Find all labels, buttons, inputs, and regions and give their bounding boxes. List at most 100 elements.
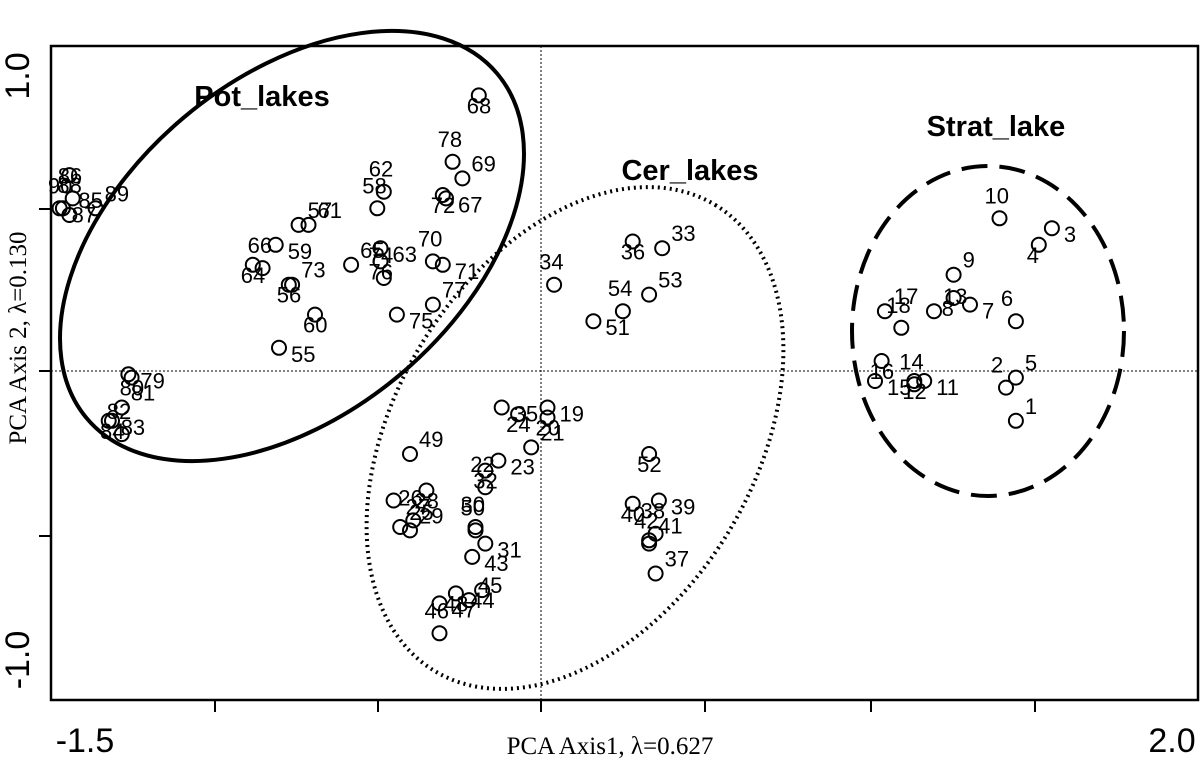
point-label-76: 76	[369, 259, 393, 284]
sample-point-66	[254, 260, 271, 277]
sample-point-89	[87, 200, 104, 217]
point-label-35: 35	[514, 402, 538, 427]
sample-point-8	[945, 290, 962, 306]
point-label-7: 7	[982, 299, 994, 324]
x-axis-title: PCA Axis1, λ=0.627	[507, 733, 714, 760]
sample-point-27	[385, 492, 402, 509]
sample-point-72	[434, 187, 451, 203]
sample-point-6	[1007, 313, 1024, 330]
point-label-11: 11	[936, 375, 959, 400]
sample-point-68	[470, 87, 487, 104]
sample-point-51	[585, 313, 602, 330]
sample-point-32	[477, 462, 494, 479]
x-tick-label-min: -1.5	[56, 722, 115, 760]
point-label-49: 49	[419, 427, 443, 452]
group-label-cer-lakes: Cer_lakes	[621, 155, 758, 187]
point-label-63: 63	[393, 242, 417, 267]
sample-point-60	[307, 306, 323, 323]
point-label-9: 9	[963, 248, 975, 273]
point-label-2: 2	[991, 353, 1003, 378]
sample-point-46	[431, 625, 448, 642]
sample-point-19	[539, 399, 556, 416]
point-label-77: 77	[442, 278, 466, 303]
sample-point-53	[641, 286, 658, 303]
point-label-80: 80	[120, 376, 144, 401]
point-label-65: 65	[360, 238, 384, 263]
point-label-55: 55	[291, 342, 315, 367]
point-label-51: 51	[605, 315, 629, 340]
sample-point-47	[431, 595, 448, 612]
group-outline-pot-lakes	[58, 28, 526, 464]
sample-point-88	[61, 167, 78, 184]
point-label-27: 27	[406, 495, 430, 520]
point-label-69: 69	[471, 151, 495, 176]
sample-point-50	[467, 522, 484, 539]
x-tick-label-max: 2.0	[1148, 722, 1195, 760]
point-label-39: 39	[671, 495, 695, 520]
point-label-44: 44	[470, 588, 494, 613]
sample-point-40	[624, 495, 641, 512]
sample-point-3	[1043, 220, 1060, 237]
sample-point-20	[539, 409, 556, 426]
point-label-61: 61	[318, 198, 342, 223]
sample-point-30	[467, 519, 484, 535]
sample-point-70	[424, 253, 441, 270]
point-label-73: 73	[301, 258, 325, 283]
point-label-54: 54	[608, 276, 632, 301]
group-label-pot-lakes: Pot_lakes	[194, 81, 329, 113]
sample-point-58	[369, 200, 386, 217]
sample-point-16	[873, 353, 890, 369]
point-label-60: 60	[303, 313, 327, 338]
sample-point-35	[493, 399, 510, 416]
point-label-71: 71	[455, 259, 479, 284]
point-label-34: 34	[539, 250, 563, 275]
sample-point-42	[641, 535, 658, 552]
sample-point-86	[64, 190, 81, 207]
point-label-19: 19	[560, 402, 584, 427]
sample-point-34	[546, 276, 563, 293]
sample-point-79	[120, 366, 137, 383]
point-label-4: 4	[1027, 243, 1039, 268]
sample-point-87	[51, 200, 68, 217]
sample-point-22	[477, 479, 494, 496]
sample-point-82	[113, 426, 130, 443]
point-label-90: 90	[48, 173, 72, 198]
sample-point-17	[876, 303, 893, 320]
point-label-23: 23	[510, 455, 534, 480]
point-label-83: 83	[121, 415, 145, 440]
sample-point-11	[916, 373, 933, 389]
sample-point-49	[402, 446, 418, 462]
sample-point-76	[372, 253, 389, 270]
sample-point-59	[267, 236, 284, 253]
sample-point-90	[54, 200, 71, 217]
point-label-84: 84	[100, 419, 124, 444]
point-label-48: 48	[444, 591, 468, 616]
sample-point-15	[867, 373, 883, 389]
point-label-85: 85	[78, 188, 102, 213]
point-label-41: 41	[658, 513, 682, 538]
point-label-18: 18	[886, 293, 910, 318]
group-label-strat-lake: Strat_lake	[927, 111, 1066, 143]
point-label-67: 67	[458, 192, 482, 217]
sample-point-84	[104, 412, 120, 429]
point-label-53: 53	[658, 268, 682, 293]
sample-point-43	[464, 548, 481, 565]
sample-point-14	[906, 376, 923, 393]
sample-point-73	[284, 276, 301, 293]
point-label-1: 1	[1025, 394, 1037, 419]
sample-point-10	[991, 210, 1008, 227]
sample-point-44	[474, 582, 491, 599]
point-label-40: 40	[621, 502, 645, 527]
sample-point-18	[893, 319, 910, 336]
sample-point-45	[460, 592, 477, 609]
point-label-15: 15	[887, 375, 911, 400]
point-label-52: 52	[637, 452, 661, 477]
sample-point-71	[434, 256, 451, 273]
sample-point-80	[123, 369, 140, 386]
sample-point-52	[641, 446, 658, 462]
point-label-8: 8	[942, 296, 954, 321]
sample-point-37	[647, 565, 664, 582]
sample-point-65	[343, 256, 360, 273]
